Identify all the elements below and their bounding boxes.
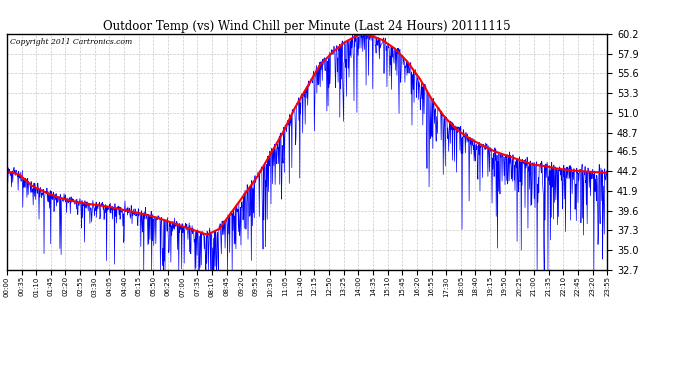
Text: Copyright 2011 Cartronics.com: Copyright 2011 Cartronics.com <box>10 39 132 46</box>
Title: Outdoor Temp (vs) Wind Chill per Minute (Last 24 Hours) 20111115: Outdoor Temp (vs) Wind Chill per Minute … <box>104 20 511 33</box>
